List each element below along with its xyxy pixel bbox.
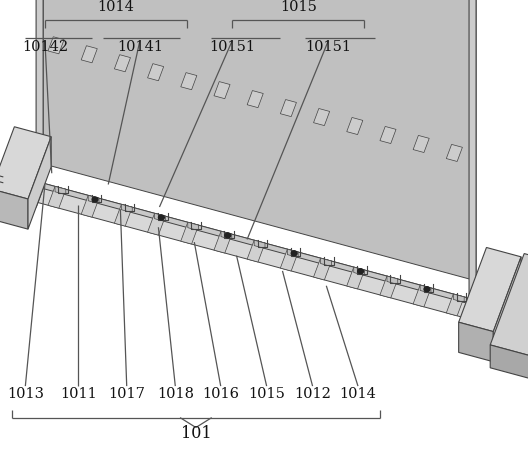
Polygon shape xyxy=(43,0,476,281)
Polygon shape xyxy=(446,144,463,162)
Polygon shape xyxy=(81,46,97,63)
Polygon shape xyxy=(221,231,232,239)
Polygon shape xyxy=(148,213,165,235)
Circle shape xyxy=(158,215,164,220)
Polygon shape xyxy=(247,90,263,108)
Polygon shape xyxy=(459,248,521,332)
Polygon shape xyxy=(254,240,265,248)
Polygon shape xyxy=(347,117,363,135)
Polygon shape xyxy=(0,127,51,199)
Text: 101: 101 xyxy=(181,425,211,442)
Polygon shape xyxy=(155,213,165,221)
Text: 1012: 1012 xyxy=(294,387,331,400)
Polygon shape xyxy=(459,322,493,362)
Polygon shape xyxy=(454,294,464,302)
Polygon shape xyxy=(121,204,132,213)
Text: 1014: 1014 xyxy=(98,0,135,14)
Polygon shape xyxy=(280,249,298,271)
Polygon shape xyxy=(115,55,130,72)
Text: 1015: 1015 xyxy=(280,0,317,14)
Polygon shape xyxy=(148,63,164,81)
Polygon shape xyxy=(181,72,197,90)
Polygon shape xyxy=(55,186,66,195)
Text: 1017: 1017 xyxy=(108,387,145,400)
Polygon shape xyxy=(36,0,43,207)
Polygon shape xyxy=(354,267,364,275)
Polygon shape xyxy=(413,285,431,307)
Polygon shape xyxy=(247,240,265,262)
Polygon shape xyxy=(413,135,429,153)
Text: 1015: 1015 xyxy=(248,387,285,400)
Text: 10141: 10141 xyxy=(117,40,163,54)
Polygon shape xyxy=(493,257,521,362)
Polygon shape xyxy=(469,0,476,324)
Polygon shape xyxy=(380,126,396,144)
Text: 10151: 10151 xyxy=(305,40,352,54)
Polygon shape xyxy=(280,99,296,117)
Polygon shape xyxy=(88,195,99,204)
Polygon shape xyxy=(287,249,298,257)
Polygon shape xyxy=(490,345,528,379)
Polygon shape xyxy=(43,183,476,306)
Text: 10142: 10142 xyxy=(22,40,68,54)
Circle shape xyxy=(424,287,430,292)
Circle shape xyxy=(357,269,363,274)
Polygon shape xyxy=(387,276,398,284)
Polygon shape xyxy=(320,258,332,266)
Circle shape xyxy=(225,233,231,238)
Polygon shape xyxy=(48,37,64,54)
Text: 10151: 10151 xyxy=(209,40,256,54)
Polygon shape xyxy=(36,183,476,319)
Polygon shape xyxy=(81,195,99,217)
Polygon shape xyxy=(420,285,431,293)
Polygon shape xyxy=(446,294,464,316)
Text: 1013: 1013 xyxy=(7,387,44,400)
Text: 1011: 1011 xyxy=(60,387,97,400)
Polygon shape xyxy=(214,81,230,99)
Polygon shape xyxy=(347,267,364,289)
Text: 1014: 1014 xyxy=(340,387,376,400)
Polygon shape xyxy=(314,108,329,126)
Circle shape xyxy=(291,251,297,256)
Polygon shape xyxy=(48,186,66,208)
Polygon shape xyxy=(490,253,528,356)
Polygon shape xyxy=(188,222,199,230)
Polygon shape xyxy=(28,137,51,229)
Text: 1018: 1018 xyxy=(157,387,194,400)
Circle shape xyxy=(92,197,98,202)
Polygon shape xyxy=(0,189,28,229)
Polygon shape xyxy=(115,204,132,226)
Polygon shape xyxy=(314,258,332,280)
Polygon shape xyxy=(214,231,232,253)
Polygon shape xyxy=(181,222,199,244)
Text: 1016: 1016 xyxy=(202,387,239,400)
Polygon shape xyxy=(380,276,398,298)
